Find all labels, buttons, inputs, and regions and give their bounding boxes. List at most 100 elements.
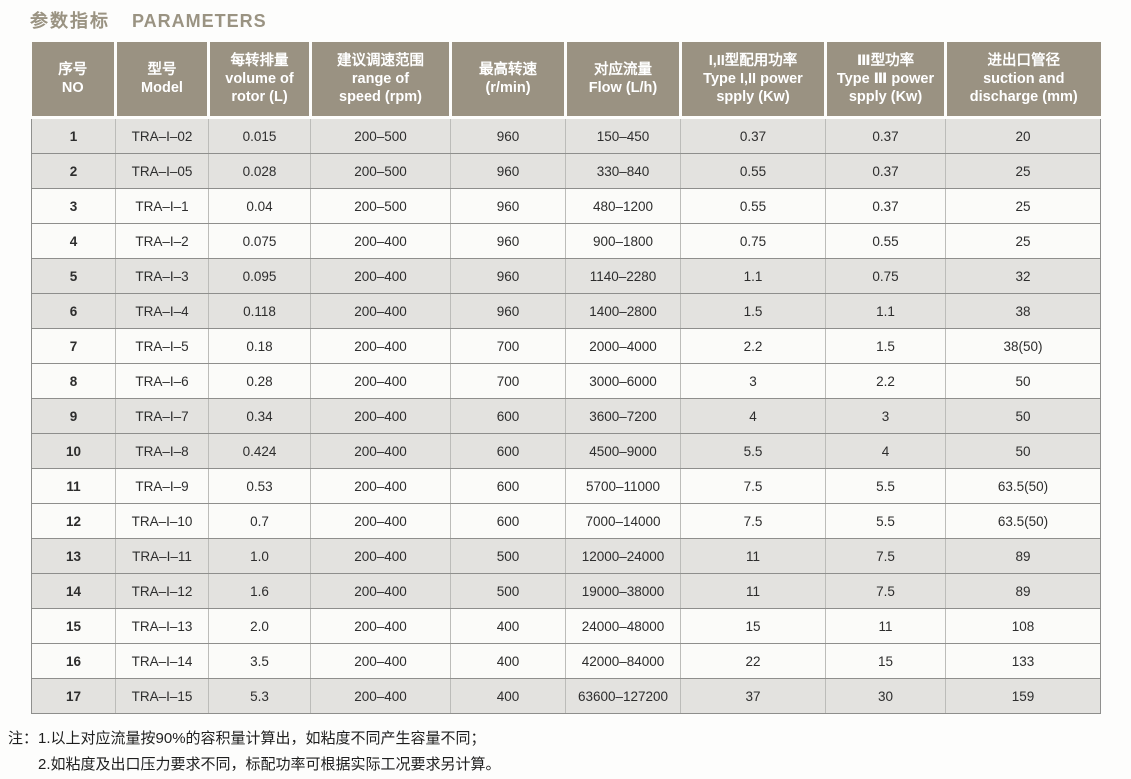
cell-type12-power: 11 — [680, 538, 826, 574]
header-cell-flow: 对应流量 Flow (L/h) — [564, 42, 682, 119]
cell-speed-range: 200–400 — [310, 573, 451, 609]
notes-lines: 1.以上对应流量按90%的容积量计算出，如粘度不同产生容量不同； 2.如粘度及出… — [38, 726, 501, 779]
cell-pipe-diameter: 20 — [945, 117, 1101, 154]
cell-volume-per-rev: 3.5 — [208, 643, 311, 679]
cell-volume-per-rev: 1.6 — [208, 573, 311, 609]
table-row: 10 TRA–I–8 0.424 200–400 600 4500–9000 5.5 4 50 — [31, 433, 1101, 469]
cell-no: 6 — [31, 293, 116, 329]
cell-type12-power: 11 — [680, 573, 826, 609]
header-cell-volume: 每转排量 volume of rotor (L) — [207, 42, 312, 119]
cell-model: TRA–I–11 — [115, 538, 209, 574]
cell-speed-range: 200–400 — [310, 258, 451, 294]
cell-flow: 1140–2280 — [565, 258, 681, 294]
cell-type3-power: 0.75 — [825, 258, 946, 294]
cell-type3-power: 7.5 — [825, 538, 946, 574]
cell-pipe-diameter: 159 — [945, 678, 1101, 714]
header-cell-no: 序号 NO — [31, 42, 117, 119]
cell-model: TRA–I–1 — [115, 188, 209, 224]
cell-volume-per-rev: 0.53 — [208, 468, 311, 504]
cell-max-speed: 960 — [450, 117, 566, 154]
cell-type12-power: 1.5 — [680, 293, 826, 329]
cell-volume-per-rev: 0.095 — [208, 258, 311, 294]
cell-pipe-diameter: 32 — [945, 258, 1101, 294]
cell-volume-per-rev: 0.424 — [208, 433, 311, 469]
cell-type3-power: 0.37 — [825, 153, 946, 189]
header-cell-model: 型号 Model — [114, 42, 210, 119]
cell-model: TRA–I–4 — [115, 293, 209, 329]
cell-flow: 480–1200 — [565, 188, 681, 224]
cell-type3-power: 0.55 — [825, 223, 946, 259]
note-line-2: 2.如粘度及出口压力要求不同，标配功率可根据实际工况要求另计算。 — [38, 756, 501, 774]
cell-model: TRA–I–05 — [115, 153, 209, 189]
cell-type12-power: 5.5 — [680, 433, 826, 469]
cell-type12-power: 37 — [680, 678, 826, 714]
cell-max-speed: 500 — [450, 538, 566, 574]
cell-volume-per-rev: 0.18 — [208, 328, 311, 364]
cell-no: 16 — [31, 643, 116, 679]
table-header-row: 序号 NO 型号 Model 每转排量 volume of rotor (L) … — [31, 42, 1101, 119]
cell-no: 15 — [31, 608, 116, 644]
cell-volume-per-rev: 0.7 — [208, 503, 311, 539]
cell-speed-range: 200–400 — [310, 328, 451, 364]
header-cell-type3-power: Ⅲ型功率 Type Ⅲ power spply (Kw) — [824, 42, 947, 119]
cell-type12-power: 3 — [680, 363, 826, 399]
table-body: 1 TRA–I–02 0.015 200–500 960 150–450 0.37 0.37 2… — [31, 117, 1101, 714]
header-cell-max-speed: 最高转速 (r/min) — [449, 42, 567, 119]
cell-type3-power: 11 — [825, 608, 946, 644]
table-row: 4 TRA–I–2 0.075 200–400 960 900–1800 0.75 0.55 2… — [31, 223, 1101, 259]
cell-speed-range: 200–400 — [310, 678, 451, 714]
cell-type3-power: 7.5 — [825, 573, 946, 609]
table-row: 15 TRA–I–13 2.0 200–400 400 24000–48000 15 11 10… — [31, 608, 1101, 644]
cell-type3-power: 0.37 — [825, 188, 946, 224]
cell-no: 8 — [31, 363, 116, 399]
cell-speed-range: 200–400 — [310, 293, 451, 329]
cell-flow: 12000–24000 — [565, 538, 681, 574]
cell-no: 7 — [31, 328, 116, 364]
cell-no: 1 — [31, 117, 116, 154]
cell-pipe-diameter: 25 — [945, 223, 1101, 259]
page-title: 参数指标 PARAMETERS — [0, 0, 1131, 33]
cell-speed-range: 200–400 — [310, 363, 451, 399]
cell-type12-power: 0.37 — [680, 117, 826, 154]
cell-type3-power: 5.5 — [825, 503, 946, 539]
cell-max-speed: 700 — [450, 328, 566, 364]
cell-pipe-diameter: 133 — [945, 643, 1101, 679]
cell-flow: 24000–48000 — [565, 608, 681, 644]
cell-pipe-diameter: 38 — [945, 293, 1101, 329]
cell-no: 13 — [31, 538, 116, 574]
cell-flow: 4500–9000 — [565, 433, 681, 469]
cell-type3-power: 2.2 — [825, 363, 946, 399]
cell-model: TRA–I–15 — [115, 678, 209, 714]
table-row: 16 TRA–I–14 3.5 200–400 400 42000–84000 22 15 13… — [31, 643, 1101, 679]
cell-model: TRA–I–10 — [115, 503, 209, 539]
cell-no: 14 — [31, 573, 116, 609]
cell-type3-power: 15 — [825, 643, 946, 679]
cell-max-speed: 960 — [450, 258, 566, 294]
cell-type3-power: 30 — [825, 678, 946, 714]
cell-pipe-diameter: 63.5(50) — [945, 503, 1101, 539]
cell-volume-per-rev: 0.34 — [208, 398, 311, 434]
cell-speed-range: 200–400 — [310, 643, 451, 679]
cell-volume-per-rev: 0.028 — [208, 153, 311, 189]
cell-pipe-diameter: 25 — [945, 188, 1101, 224]
cell-no: 3 — [31, 188, 116, 224]
cell-model: TRA–I–14 — [115, 643, 209, 679]
cell-no: 4 — [31, 223, 116, 259]
notes-label: 注： — [8, 730, 39, 747]
table-row: 3 TRA–I–1 0.04 200–500 960 480–1200 0.55 0.37 25 — [31, 188, 1101, 224]
cell-max-speed: 960 — [450, 223, 566, 259]
notes: 注： 1.以上对应流量按90%的容积量计算出，如粘度不同产生容量不同； 2.如粘… — [8, 726, 1131, 779]
table-row: 17 TRA–I–15 5.3 200–400 400 63600–127200 37 30 1… — [31, 678, 1101, 714]
cell-speed-range: 200–400 — [310, 538, 451, 574]
cell-volume-per-rev: 2.0 — [208, 608, 311, 644]
cell-model: TRA–I–7 — [115, 398, 209, 434]
cell-flow: 7000–14000 — [565, 503, 681, 539]
cell-max-speed: 400 — [450, 643, 566, 679]
cell-pipe-diameter: 89 — [945, 538, 1101, 574]
cell-volume-per-rev: 0.015 — [208, 117, 311, 154]
cell-no: 5 — [31, 258, 116, 294]
cell-type12-power: 22 — [680, 643, 826, 679]
cell-max-speed: 600 — [450, 433, 566, 469]
cell-type3-power: 4 — [825, 433, 946, 469]
cell-pipe-diameter: 50 — [945, 398, 1101, 434]
